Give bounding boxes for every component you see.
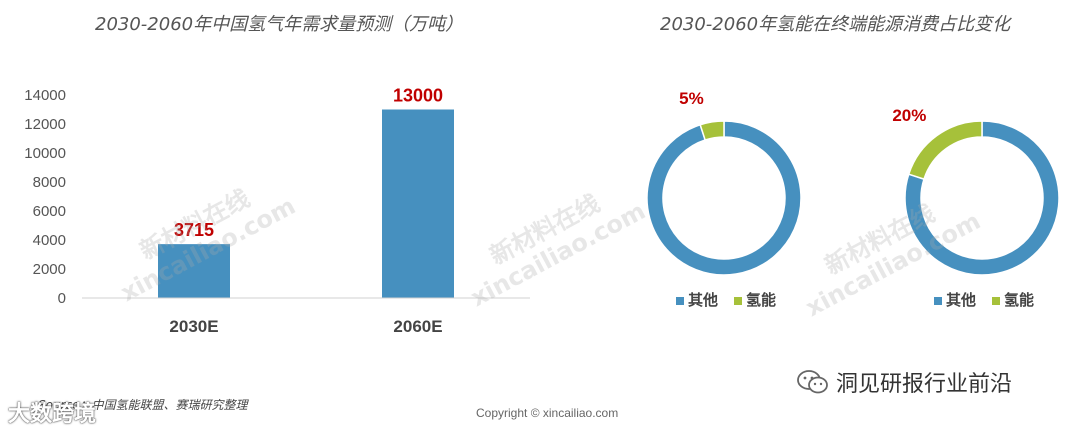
y-tick-label: 10000 [24, 145, 66, 162]
legend-label: 其他 [688, 291, 718, 309]
legend-swatch [934, 297, 942, 305]
legend-swatch [676, 297, 684, 305]
bar-series: 3715 13000 [158, 86, 454, 298]
bar-chart: 0 2000 4000 6000 8000 10000 12000 14000 3715 130… [24, 86, 530, 336]
y-tick-label: 14000 [24, 87, 66, 104]
y-tick-label: 4000 [33, 232, 66, 249]
y-tick-label: 12000 [24, 116, 66, 133]
legend-label: 氢能 [746, 291, 776, 309]
legend-swatch [734, 297, 742, 305]
bar [158, 244, 230, 298]
donut-chart-2030: 5% 其他 氢能 [646, 89, 802, 309]
x-tick-label: 2030E [169, 317, 218, 336]
donut-slice-hydrogen [699, 120, 725, 141]
donut-slice-other [646, 120, 802, 276]
y-tick-label: 2000 [33, 261, 66, 278]
badge-overlay: 大数跨境 [8, 402, 97, 427]
wechat-account-name: 洞见研报行业前沿 [836, 372, 1013, 397]
donut-chart-2060: 20% 其他 氢能 [892, 106, 1060, 309]
y-tick-label: 6000 [33, 203, 66, 220]
donut-charts: 5% 其他 氢能 20% 其他 氢能 [646, 89, 1060, 309]
legend-label: 其他 [946, 291, 976, 309]
source-note: Source：中国氢能联盟、赛瑞研究整理 [38, 398, 248, 412]
bar-chart-title: 2030-2060年中国氢气年需求量预测（万吨） [95, 14, 464, 35]
wechat-icon [797, 370, 828, 394]
bar [382, 109, 454, 298]
donut-data-label: 5% [679, 89, 704, 108]
copyright-text: Copyright © xincailiao.com [476, 406, 619, 420]
bar-x-axis: 2030E 2060E [82, 297, 530, 336]
y-tick-label: 0 [58, 290, 66, 307]
bar-y-axis: 0 2000 4000 6000 8000 10000 12000 14000 [24, 87, 66, 307]
bar-data-label: 13000 [393, 86, 443, 106]
donut-slice-hydrogen [907, 120, 983, 181]
donut-slice-other [904, 120, 1060, 276]
donut-chart-title: 2030-2060年氢能在终端能源消费占比变化 [660, 14, 1011, 35]
x-tick-label: 2060E [393, 317, 442, 336]
wechat-account: 洞见研报行业前沿 [796, 366, 1012, 398]
bar-data-label: 3715 [174, 220, 214, 240]
legend-label: 氢能 [1004, 291, 1034, 309]
y-tick-label: 8000 [33, 174, 66, 191]
donut-data-label: 20% [892, 106, 926, 125]
legend-swatch [992, 297, 1000, 305]
